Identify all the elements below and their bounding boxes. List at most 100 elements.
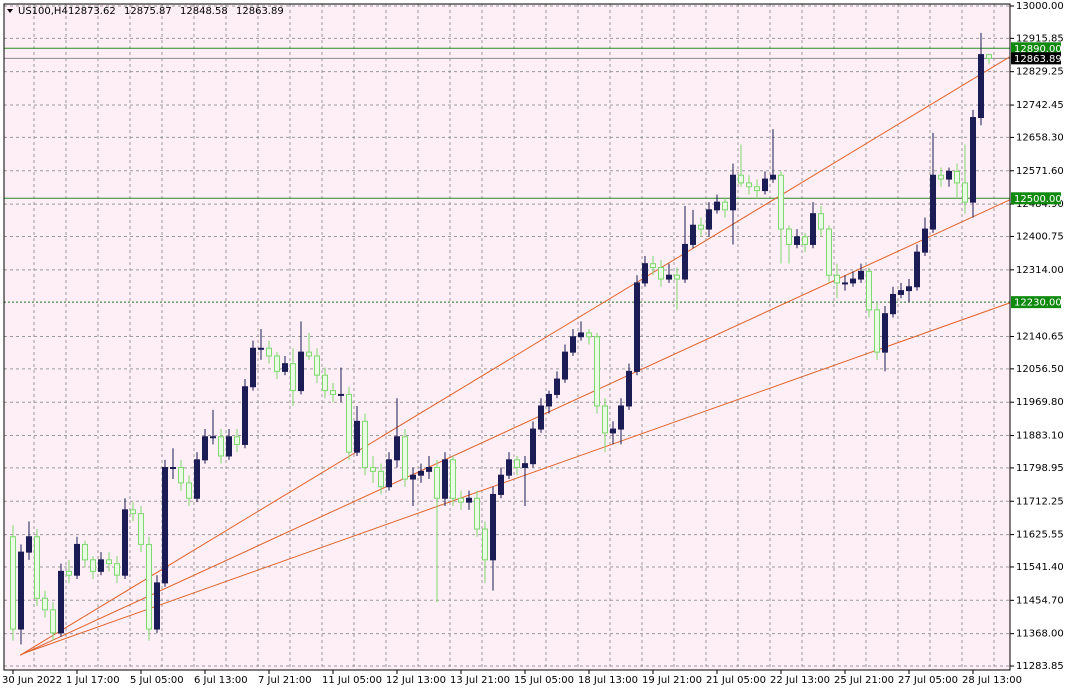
candle-body — [218, 436, 224, 457]
candle-body — [34, 536, 40, 599]
candle-body — [106, 559, 112, 565]
y-tick-label: 12915.85 — [1016, 33, 1064, 44]
candle-body — [98, 559, 104, 572]
candle-body — [202, 436, 208, 461]
candle-body — [938, 174, 944, 180]
level-label: 12500.00 — [1014, 194, 1062, 205]
trendline — [24, 302, 1010, 654]
candle-body — [194, 459, 200, 499]
y-tick-label: 12056.50 — [1016, 364, 1064, 375]
candle-body — [826, 228, 832, 276]
level-label: 12863.89 — [1014, 54, 1062, 65]
candle-body — [386, 459, 392, 488]
candle-body — [90, 559, 96, 572]
candle-body — [850, 278, 856, 284]
candle-body — [666, 274, 672, 280]
x-tick-label: 25 Jul 21:00 — [834, 675, 894, 686]
trendline — [19, 56, 1011, 656]
candle-body — [234, 436, 240, 445]
candle-body — [786, 228, 792, 245]
candle-body — [890, 293, 896, 315]
candle-body — [410, 474, 416, 480]
candle-body — [722, 201, 728, 211]
level-label-box — [1011, 52, 1061, 65]
candle-body — [514, 459, 520, 469]
candle-body — [26, 536, 32, 553]
y-tick-label: 12742.45 — [1016, 100, 1064, 111]
candle-body — [530, 428, 536, 465]
x-tick-label: 21 Jul 05:00 — [706, 675, 766, 686]
candle-body — [650, 263, 656, 269]
candle-body — [698, 224, 704, 230]
candle-body — [474, 497, 480, 530]
candle-body — [330, 390, 336, 395]
y-tick-label: 12140.65 — [1016, 332, 1064, 343]
candle-body — [858, 270, 864, 280]
level-label: 12890.00 — [1014, 44, 1062, 55]
candle-body — [242, 386, 248, 445]
candle-body — [626, 370, 632, 407]
y-tick-label: 13000.00 — [1016, 1, 1064, 12]
header-icon — [7, 9, 13, 13]
candle-body — [962, 182, 968, 203]
x-tick-label: 18 Jul 13:00 — [578, 675, 638, 686]
candle-body — [434, 467, 440, 499]
candle-body — [466, 497, 472, 503]
y-tick-label: 12658.30 — [1016, 132, 1064, 143]
candle-body — [362, 420, 368, 469]
candle-body — [418, 470, 424, 476]
y-tick-label: 11283.85 — [1016, 661, 1064, 672]
candle-body — [914, 251, 920, 288]
candle-body — [58, 570, 64, 634]
candle-body — [562, 351, 568, 380]
candle-body — [842, 282, 848, 285]
candle-body — [178, 467, 184, 484]
header-high: 12875.87 — [124, 6, 172, 17]
candle-body — [282, 363, 288, 372]
y-tick-label: 11969.80 — [1016, 397, 1064, 408]
candle-body — [210, 436, 216, 439]
x-tick-label: 13 Jul 21:00 — [450, 675, 510, 686]
candle-body — [354, 420, 360, 453]
x-tick-label: 11 Jul 05:00 — [322, 675, 382, 686]
y-tick-label: 11368.00 — [1016, 629, 1064, 640]
candle-body — [306, 351, 312, 357]
level-label-box — [1011, 192, 1061, 205]
candle-body — [394, 436, 400, 461]
level-label: 12230.00 — [1014, 298, 1062, 309]
candle-body — [554, 378, 560, 395]
candle-body — [802, 236, 808, 245]
candle-body — [146, 543, 152, 630]
x-tick-label: 15 Jul 05:00 — [514, 675, 574, 686]
candle-body — [138, 513, 144, 545]
y-tick-label: 11454.70 — [1016, 595, 1064, 606]
candle-body — [578, 332, 584, 338]
candle-body — [570, 336, 576, 353]
candle-body — [618, 405, 624, 430]
x-tick-label: 5 Jul 05:00 — [130, 675, 184, 686]
candle-body — [250, 347, 256, 388]
candle-body — [74, 543, 80, 576]
candle-body — [818, 213, 824, 230]
candle-body — [898, 290, 904, 295]
candle-body — [522, 463, 528, 469]
candle-body — [586, 332, 592, 338]
candle-body — [978, 54, 984, 119]
candle-body — [874, 309, 880, 353]
candle-body — [546, 393, 552, 407]
candle-body — [634, 282, 640, 372]
x-tick-label: 7 Jul 21:00 — [258, 675, 312, 686]
candle-body — [810, 213, 816, 245]
header-symbol: US100,H4 — [18, 6, 68, 17]
candle-body — [834, 274, 840, 284]
candle-body — [506, 459, 512, 476]
candles-layer — [10, 32, 992, 645]
x-tick-label: 6 Jul 13:00 — [194, 675, 248, 686]
plot-area — [4, 4, 1010, 670]
candle-body — [706, 209, 712, 230]
x-tick-label: 22 Jul 13:00 — [770, 675, 830, 686]
candle-body — [746, 182, 752, 188]
candle-body — [762, 178, 768, 192]
candle-body — [986, 54, 992, 59]
candle-body — [610, 428, 616, 434]
